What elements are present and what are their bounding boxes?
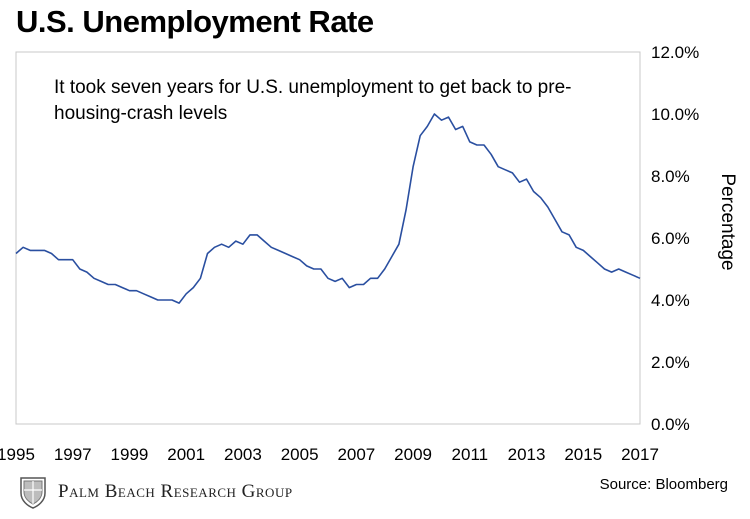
x-axis-ticks: 1995 1997 1999 2001 2003 2005 2007 2009 2011 2013… bbox=[0, 445, 659, 464]
unemployment-rate-line bbox=[15, 113, 641, 304]
y-axis-ticks: 0.0% 2.0% 4.0% 6.0% 8.0% 10.0% 12.0% bbox=[651, 43, 699, 434]
x-tick-label: 2003 bbox=[224, 445, 262, 464]
brand-name: Palm Beach Research Group bbox=[58, 481, 293, 502]
chart-title: U.S. Unemployment Rate bbox=[16, 4, 374, 39]
y-tick-label: 12.0% bbox=[651, 43, 699, 62]
crest-icon bbox=[20, 477, 46, 509]
x-tick-label: 2017 bbox=[621, 445, 659, 464]
x-tick-label: 2009 bbox=[394, 445, 432, 464]
y-tick-label: 6.0% bbox=[651, 229, 690, 248]
x-tick-label: 2007 bbox=[337, 445, 375, 464]
plot-area-frame bbox=[15, 51, 641, 425]
y-axis-label: Percentage bbox=[717, 173, 738, 270]
x-tick-label: 1997 bbox=[54, 445, 92, 464]
x-tick-label: 2011 bbox=[452, 445, 489, 464]
y-tick-label: 4.0% bbox=[651, 291, 690, 310]
y-tick-label: 8.0% bbox=[651, 167, 690, 186]
x-tick-label: 1999 bbox=[111, 445, 149, 464]
y-tick-label: 10.0% bbox=[651, 105, 699, 124]
chart-annotation: It took seven years for U.S. unemploymen… bbox=[54, 77, 572, 124]
x-tick-label: 2001 bbox=[167, 445, 205, 464]
y-tick-label: 2.0% bbox=[651, 353, 690, 372]
y-tick-label: 0.0% bbox=[651, 415, 690, 434]
x-tick-label: 2005 bbox=[281, 445, 319, 464]
x-tick-label: 2013 bbox=[508, 445, 546, 464]
x-tick-label: 1995 bbox=[0, 445, 35, 464]
x-tick-label: 2015 bbox=[564, 445, 602, 464]
brand-logo: Palm Beach Research Group bbox=[18, 474, 293, 510]
source-note: Source: Bloomberg bbox=[599, 476, 728, 493]
